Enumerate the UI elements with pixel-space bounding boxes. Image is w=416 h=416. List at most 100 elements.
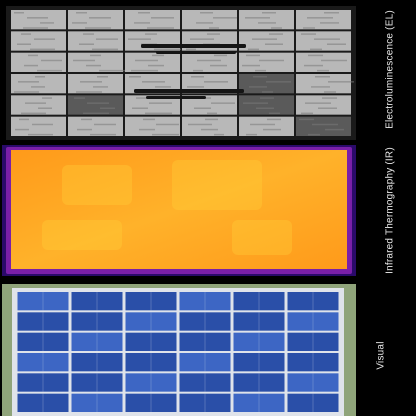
el-cell-texture: [267, 118, 281, 121]
el-cell-texture: [73, 59, 95, 62]
el-cell-texture: [301, 33, 316, 35]
el-cell-texture: [299, 118, 314, 121]
el-cell: [239, 31, 294, 51]
el-cell-texture: [214, 54, 227, 57]
el-crack: [134, 89, 244, 93]
el-cell-texture: [156, 123, 179, 126]
el-cell-texture: [92, 48, 118, 51]
el-crack: [156, 51, 236, 54]
el-cell-texture: [322, 97, 337, 99]
el-cell-texture: [89, 17, 111, 19]
el-cell-texture: [252, 38, 277, 40]
el-cell: [68, 95, 123, 115]
el-cell-texture: [85, 27, 111, 29]
el-cell-texture: [18, 81, 39, 83]
el-cell-texture: [76, 12, 87, 14]
el-cell-texture: [307, 17, 333, 19]
el-cell-texture: [42, 97, 52, 99]
el-cell-texture: [93, 86, 108, 88]
el-cell-texture: [30, 48, 55, 51]
el-cell: [239, 74, 294, 94]
el-cell-texture: [201, 128, 218, 131]
el-cell-texture: [271, 27, 282, 29]
el-cell-texture: [197, 59, 221, 62]
el-cell-texture: [19, 118, 29, 121]
el-cell-texture: [72, 22, 87, 24]
el-cell: [11, 116, 66, 136]
ir-image-panel: [2, 145, 356, 276]
el-cell: [11, 10, 66, 30]
el-cell-texture: [15, 128, 29, 131]
el-cell-texture: [74, 97, 85, 99]
el-cell-texture: [128, 38, 151, 40]
el-cell-texture: [311, 86, 330, 88]
el-cell-texture: [31, 86, 45, 88]
el-cell-texture: [262, 12, 276, 14]
el-cell-texture: [193, 69, 203, 72]
el-cell-texture: [186, 48, 196, 51]
el-cell-texture: [79, 43, 94, 45]
visual-label: Visual: [375, 341, 387, 370]
el-cell-texture: [155, 86, 171, 88]
el-cell-texture: [135, 59, 158, 62]
el-cell-texture: [249, 86, 267, 88]
el-cell-texture: [190, 38, 214, 40]
el-cell-texture: [246, 54, 260, 57]
el-cell: [11, 31, 66, 51]
el-cell-texture: [14, 91, 39, 93]
el-cell-texture: [191, 76, 204, 78]
el-cell-texture: [97, 76, 108, 78]
el-cell-texture: [265, 43, 283, 45]
ir-hotspot: [42, 220, 122, 250]
el-cell: [182, 95, 237, 115]
el-cell: [296, 116, 351, 136]
el-cell-texture: [250, 123, 275, 126]
el-cell: [182, 116, 237, 136]
visual-image-panel: [2, 284, 356, 416]
el-cell-texture: [246, 133, 257, 136]
el-cell-texture: [255, 69, 266, 72]
el-cell: [182, 52, 237, 72]
el-cell: [296, 95, 351, 115]
el-cell-texture: [204, 81, 228, 83]
ir-panel-body: [11, 150, 347, 269]
el-cell-texture: [32, 123, 53, 126]
el-cell-texture: [129, 76, 141, 78]
el-cell-texture: [21, 112, 46, 115]
el-cell-texture: [148, 64, 164, 67]
el-cell-texture: [328, 81, 354, 83]
el-cell: [125, 74, 180, 94]
el-cell-texture: [269, 112, 280, 115]
el-cell-texture: [209, 27, 219, 29]
el-cell-texture: [28, 54, 38, 57]
el-cell-texture: [245, 17, 270, 19]
el-cell-texture: [23, 27, 48, 29]
el-cell-texture: [100, 107, 115, 109]
el-cell-texture: [312, 123, 338, 126]
el-cell-texture: [28, 133, 53, 136]
el-cell: [296, 31, 351, 51]
el-cell-texture: [21, 33, 31, 35]
el-cell: [182, 10, 237, 30]
el-cell-texture: [194, 107, 211, 109]
el-cell-texture: [263, 128, 281, 131]
el-cell-texture: [318, 107, 337, 109]
el-cell: [296, 10, 351, 30]
ir-hotspot: [172, 160, 262, 210]
el-cell-texture: [25, 102, 46, 104]
el-cell-texture: [152, 54, 164, 57]
el-cell-texture: [200, 12, 213, 14]
el-cell: [68, 10, 123, 30]
el-cell-texture: [324, 91, 336, 93]
el-cell-texture: [310, 48, 322, 51]
el-cell-texture: [325, 128, 344, 131]
el-cell: [11, 95, 66, 115]
el-cell: [125, 116, 180, 136]
el-cell-texture: [304, 64, 323, 67]
el-cell-texture: [41, 59, 62, 62]
el-cell-texture: [321, 59, 347, 62]
el-cell-texture: [207, 33, 220, 35]
el-cell-texture: [243, 102, 268, 104]
el-cell: [68, 74, 123, 94]
el-cell-texture: [154, 48, 181, 51]
